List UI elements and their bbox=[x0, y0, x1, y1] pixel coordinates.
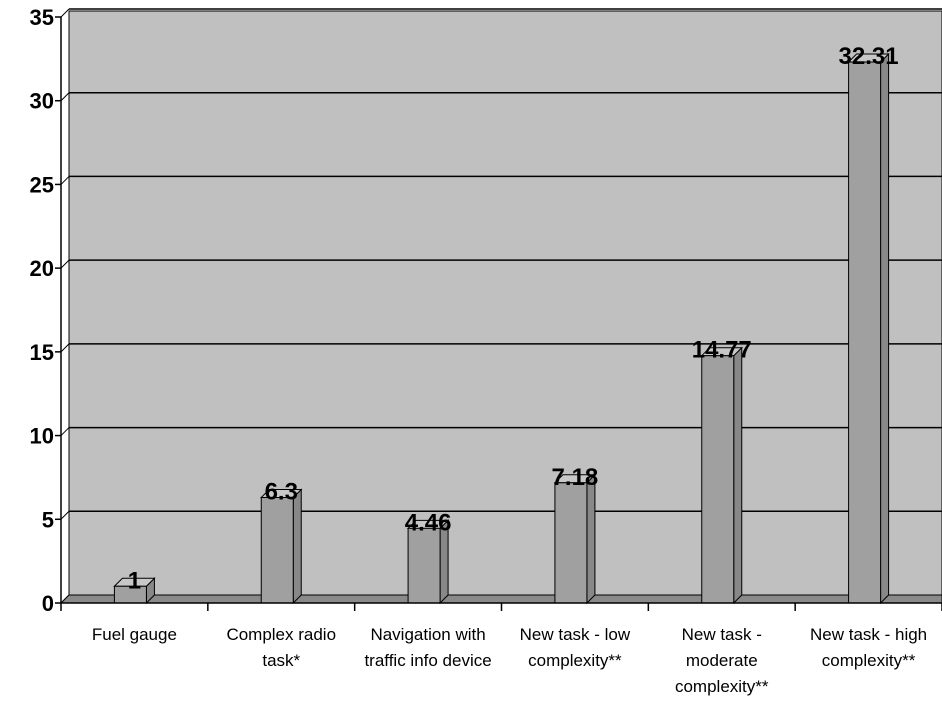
bar-side bbox=[733, 346, 743, 605]
bar-front bbox=[554, 482, 588, 604]
y-tick-label: 0 bbox=[42, 591, 54, 616]
y-tick-label: 5 bbox=[42, 507, 54, 532]
bar bbox=[260, 488, 303, 605]
y-tick-label: 30 bbox=[30, 89, 54, 114]
bar bbox=[847, 52, 890, 605]
y-tick-label: 10 bbox=[30, 424, 54, 449]
y-tick-label: 20 bbox=[30, 256, 54, 281]
gridline-diagonal bbox=[60, 510, 70, 520]
bars bbox=[113, 52, 890, 605]
bar-side bbox=[586, 473, 596, 605]
plot-floor bbox=[59, 594, 942, 604]
y-tick-label: 15 bbox=[30, 340, 54, 365]
bar-front bbox=[848, 61, 882, 604]
x-tick-label: Navigation with traffic info device bbox=[364, 625, 492, 670]
plot-area bbox=[59, 10, 942, 604]
data-label: 1 bbox=[128, 567, 141, 594]
gridline-diagonal bbox=[60, 176, 70, 185]
x-tick-label: New task - low complexity** bbox=[519, 625, 631, 670]
gridline-diagonal bbox=[60, 8, 70, 18]
bar-front bbox=[260, 497, 294, 604]
x-tick-label: Complex radio task* bbox=[226, 625, 337, 670]
bar bbox=[406, 519, 450, 605]
x-tick-label: New task - moderate complexity** bbox=[674, 625, 769, 696]
y-tick-label: 35 bbox=[30, 5, 54, 30]
y-tick-label: 25 bbox=[30, 172, 54, 197]
gridline-diagonal bbox=[60, 259, 70, 269]
data-label: 7.18 bbox=[552, 464, 599, 491]
bar bbox=[113, 577, 156, 605]
plot-wall bbox=[59, 10, 942, 604]
x-tick-label: New task - high complexity** bbox=[809, 625, 928, 670]
bar-front bbox=[701, 355, 735, 604]
bar-side bbox=[880, 52, 890, 605]
data-label: 32.31 bbox=[839, 43, 899, 70]
gridlines bbox=[60, 8, 942, 520]
x-tick-label: Fuel gauge bbox=[91, 625, 177, 644]
data-label: 6.3 bbox=[265, 479, 298, 506]
bar bbox=[553, 473, 597, 605]
axes bbox=[55, 16, 942, 611]
bar bbox=[700, 346, 743, 605]
bar-front bbox=[407, 527, 441, 604]
y-tick-labels: 0 5 10 15 20 25 30 35 bbox=[30, 5, 54, 616]
gridline-diagonal bbox=[60, 92, 70, 102]
gridline-diagonal bbox=[60, 427, 70, 436]
bar-side bbox=[292, 488, 302, 605]
gridline-diagonal bbox=[60, 343, 70, 353]
data-label: 14.77 bbox=[692, 337, 752, 364]
data-label: 4.46 bbox=[405, 509, 452, 536]
data-labels: 1 6.3 4.46 7.18 14.77 32.31 bbox=[128, 43, 899, 594]
